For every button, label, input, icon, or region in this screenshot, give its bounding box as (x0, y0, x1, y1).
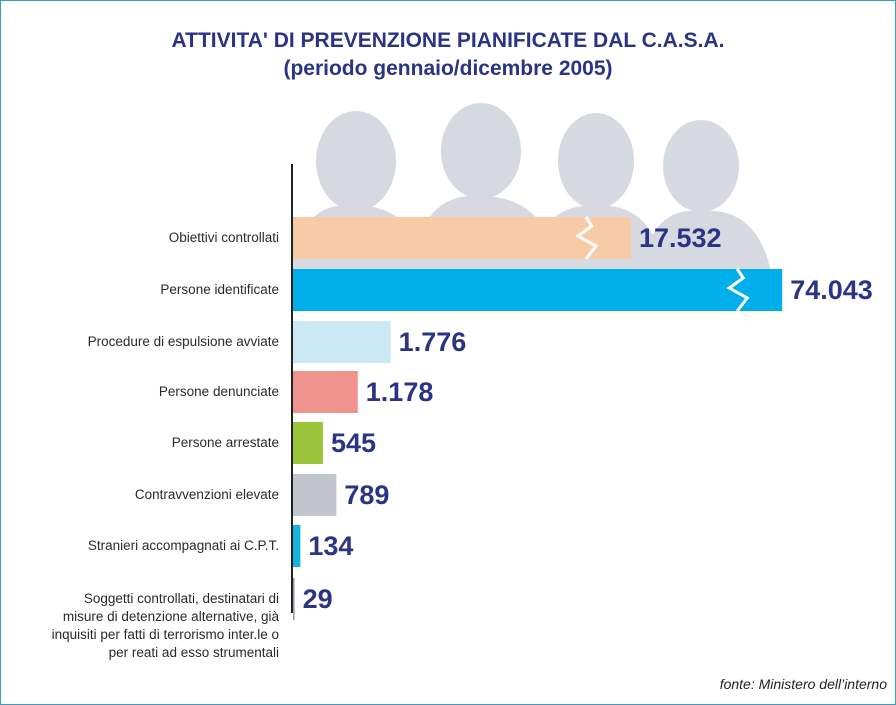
bar (293, 371, 358, 413)
value-label: 1.776 (399, 327, 467, 357)
bar (293, 578, 295, 620)
bar (293, 321, 391, 363)
category-label: Persone denunciate (159, 383, 279, 401)
category-label: Stranieri accompagnati ai C.P.T. (88, 537, 279, 555)
source: fonte: Ministero dell’interno (720, 676, 888, 692)
category-label: Persone identificate (160, 281, 279, 299)
category-label: Procedure di espulsione avviate (88, 333, 279, 351)
chart-title: ATTIVITA' DI PREVENZIONE PIANIFICATE DAL… (172, 29, 725, 52)
value-label: 1.178 (366, 377, 434, 407)
value-label: 74.043 (790, 275, 873, 305)
category-label: Soggetti controllati, destinatari di mis… (52, 590, 279, 662)
value-label: 789 (344, 480, 389, 510)
category-label: Obiettivi controllati (169, 229, 279, 247)
bar (293, 474, 336, 516)
value-label: 134 (308, 531, 353, 561)
bar (293, 269, 782, 311)
category-label: Contravvenzioni elevate (135, 486, 279, 504)
bar (293, 422, 323, 464)
category-label: Persone arrestate (172, 434, 279, 452)
bar (293, 525, 300, 567)
chart: ATTIVITA' DI PREVENZIONE PIANIFICATE DAL… (0, 0, 896, 705)
value-label: 545 (331, 428, 376, 458)
chart-subtitle: (periodo gennaio/dicembre 2005) (283, 57, 612, 80)
value-label: 29 (303, 584, 333, 614)
value-label: 17.532 (639, 223, 722, 253)
